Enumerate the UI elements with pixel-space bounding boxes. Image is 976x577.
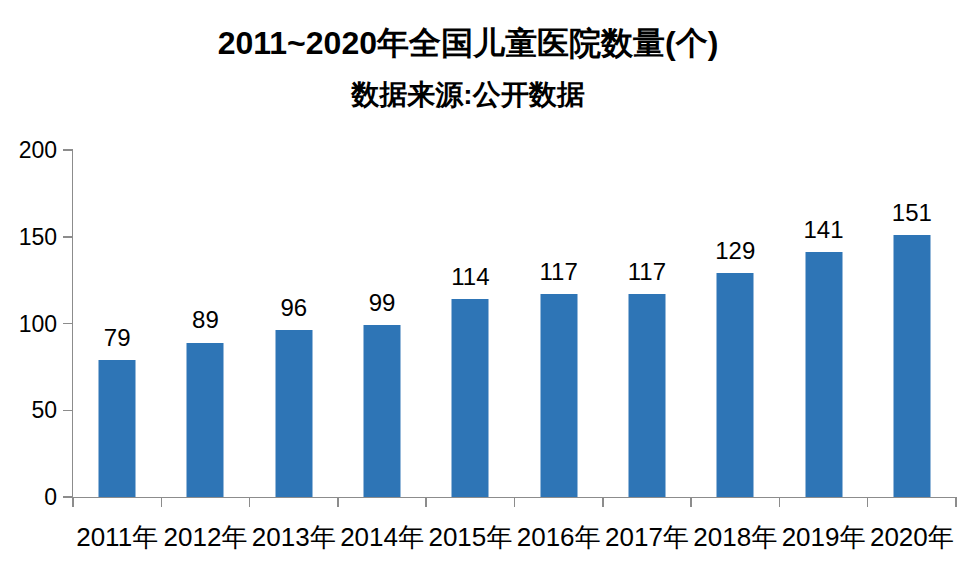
bar (805, 252, 842, 497)
y-tick (63, 410, 73, 412)
y-tick (63, 236, 73, 238)
chart-canvas: 2011~2020年全国儿童医院数量(个) 数据来源:公开数据 05010015… (0, 0, 976, 577)
x-axis-label: 2020年 (870, 523, 954, 552)
x-axis-label: 2012年 (164, 523, 248, 552)
x-tick (161, 497, 163, 507)
bar-value-label: 117 (628, 259, 666, 285)
bar-value-label: 117 (540, 259, 578, 285)
x-axis-label: 2016年 (517, 523, 601, 552)
x-tick (867, 497, 869, 507)
bar (893, 235, 930, 497)
x-axis-label: 2017年 (605, 523, 689, 552)
bar-value-label: 96 (280, 295, 307, 321)
x-tick (955, 497, 957, 507)
y-axis-label: 100 (19, 312, 57, 335)
x-axis-label: 2013年 (252, 523, 336, 552)
x-tick (337, 497, 339, 507)
bar-value-label: 99 (369, 290, 396, 316)
x-tick (514, 497, 516, 507)
bar (187, 343, 224, 497)
x-tick (425, 497, 427, 507)
x-axis-label: 2018年 (693, 523, 777, 552)
x-tick (249, 497, 251, 507)
x-tick (72, 497, 74, 507)
y-axis-label: 150 (19, 225, 57, 248)
bar (540, 294, 577, 497)
bar (628, 294, 665, 497)
y-axis-label: 200 (19, 139, 57, 162)
bar (717, 273, 754, 497)
x-axis-label: 2011年 (76, 523, 158, 552)
bar (99, 360, 136, 497)
bar-value-label: 151 (892, 200, 932, 226)
x-tick (779, 497, 781, 507)
x-tick (690, 497, 692, 507)
x-axis-label: 2014年 (340, 523, 424, 552)
x-tick (602, 497, 604, 507)
bar (364, 325, 401, 497)
bar (275, 330, 312, 497)
bar-value-label: 129 (715, 238, 755, 264)
y-tick (63, 323, 73, 325)
bar-value-label: 79 (104, 325, 131, 351)
chart-subtitle: 数据来源:公开数据 (0, 76, 936, 114)
bar-value-label: 89 (192, 307, 219, 333)
plot-area: 050100150200792011年892012年962013年992014年… (72, 150, 956, 498)
y-axis-label: 50 (31, 399, 57, 422)
x-axis-label: 2019年 (782, 523, 866, 552)
y-axis-label: 0 (44, 486, 57, 509)
bar-value-label: 114 (451, 264, 489, 290)
chart-title: 2011~2020年全国儿童医院数量(个) (0, 22, 936, 66)
y-tick (63, 149, 73, 151)
x-axis-label: 2015年 (428, 523, 512, 552)
bar-value-label: 141 (804, 217, 844, 243)
bar (452, 299, 489, 497)
